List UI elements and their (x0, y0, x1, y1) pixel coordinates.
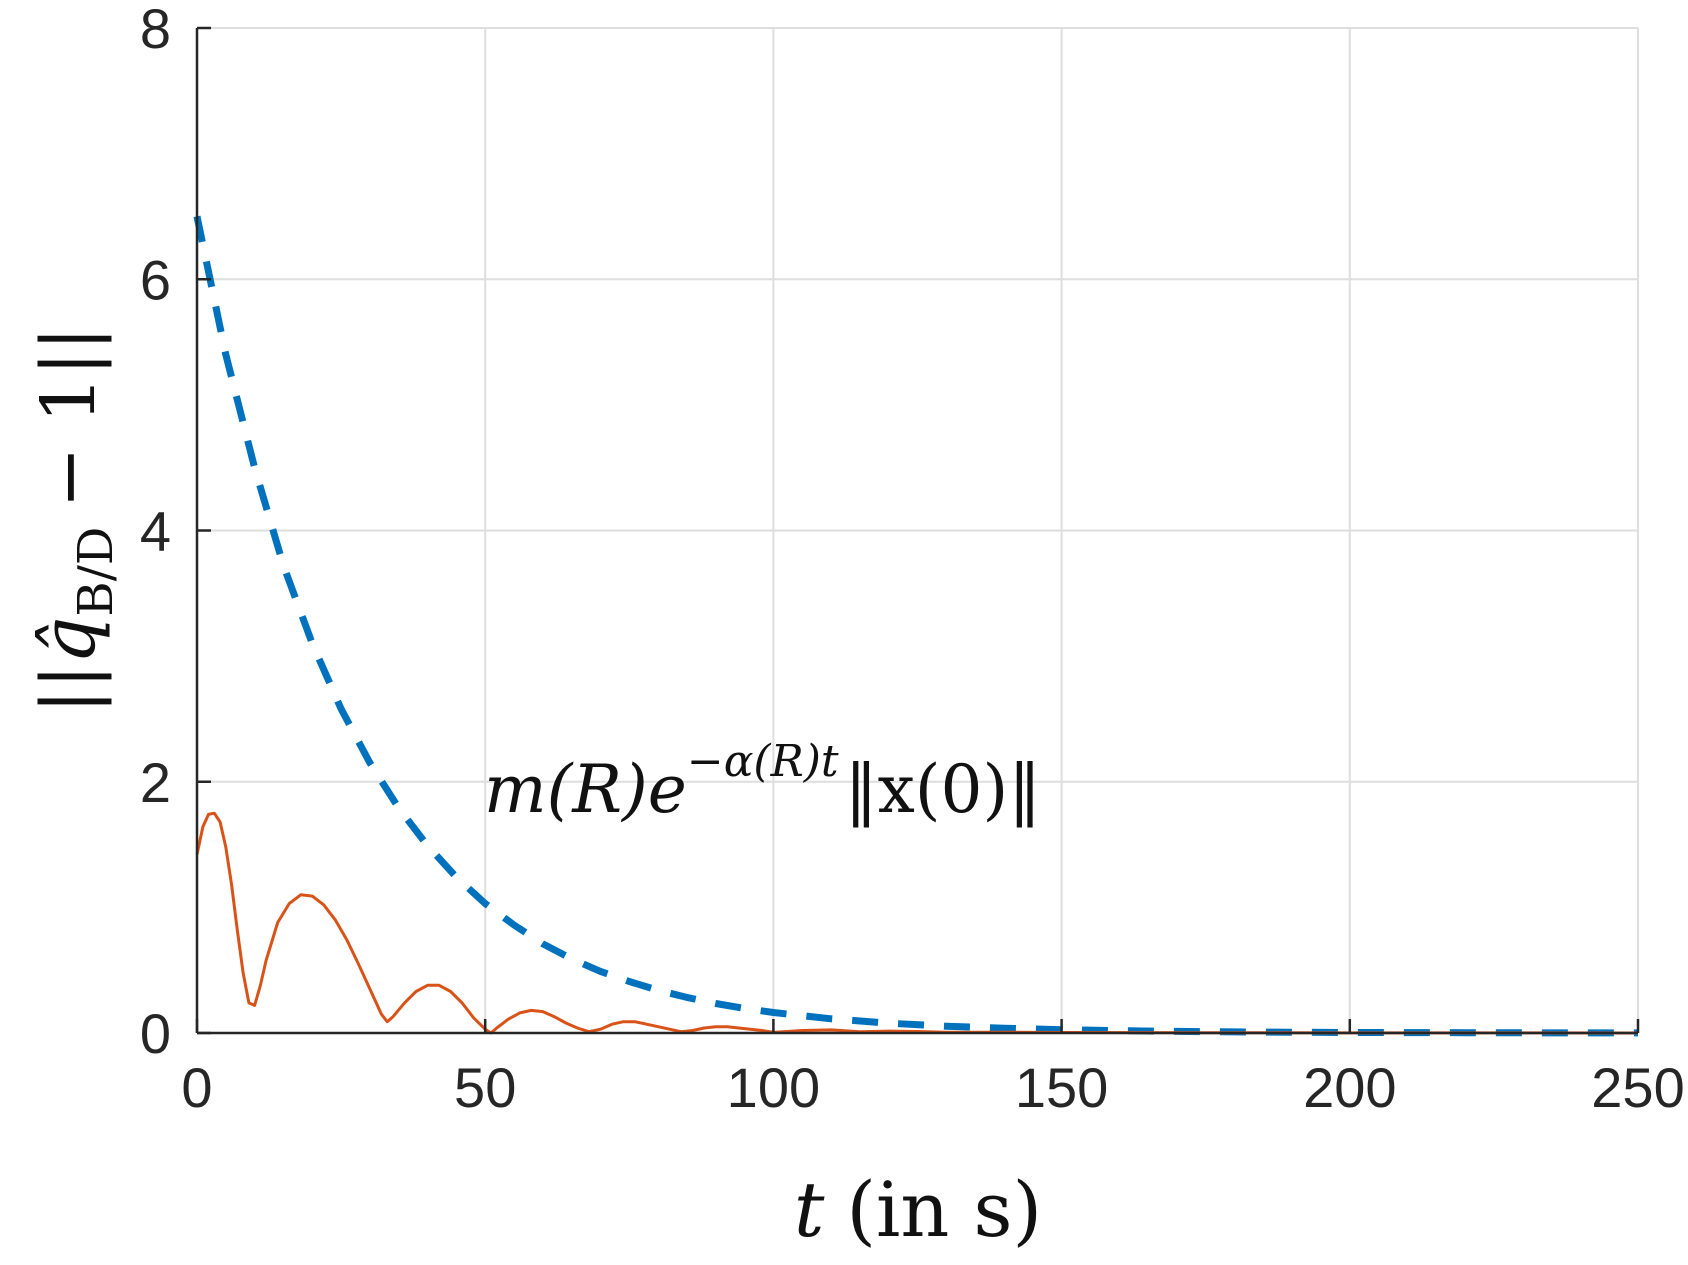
x-tick-label-4: 200 (1303, 1056, 1396, 1119)
y-tick-label-2: 4 (140, 500, 171, 563)
tick-labels: 0 50 100 150 200 250 0 2 4 6 8 (140, 0, 1685, 1119)
annotation-tail: ‖x(0)‖ (845, 751, 1042, 828)
grid (196, 27, 1639, 1034)
annotation-base: m(R)e (484, 751, 687, 828)
y-tick-label-1: 2 (140, 751, 171, 814)
series-1-line (195, 811, 1639, 1035)
axes (195, 26, 1640, 1035)
y-tick-label-0: 0 (140, 1002, 171, 1065)
x-tick-label-5: 250 (1591, 1056, 1684, 1119)
y-label-open: || (26, 664, 112, 714)
y-label-subscript: B/D (68, 527, 124, 617)
x-tick-label-3: 150 (1015, 1056, 1108, 1119)
x-tick-label-0: 0 (181, 1056, 212, 1119)
svg-text:||q̂B/D− 1||: ||q̂B/D − 1|| (26, 326, 124, 714)
x-label-text: (in s) (846, 1165, 1042, 1254)
x-tick-label-1: 50 (454, 1056, 516, 1119)
y-tick-label-3: 6 (140, 248, 171, 311)
series-0-line (193, 215, 1638, 1037)
y-axis-label: ||q̂B/D − 1|| (26, 326, 124, 714)
curve-annotation: m(R)e−α(R)t‖x(0)‖ (484, 736, 1041, 828)
y-label-rest: − 1|| (26, 326, 112, 508)
x-tick-label-2: 100 (727, 1056, 820, 1119)
annotation-exponent: −α(R)t (687, 736, 839, 787)
y-label-variable: q̂ (26, 617, 112, 664)
series-layer (193, 215, 1639, 1037)
y-tick-label-4: 8 (140, 0, 171, 60)
x-label-variable: t (794, 1165, 825, 1254)
x-axis-label: t (in s) (794, 1165, 1042, 1254)
